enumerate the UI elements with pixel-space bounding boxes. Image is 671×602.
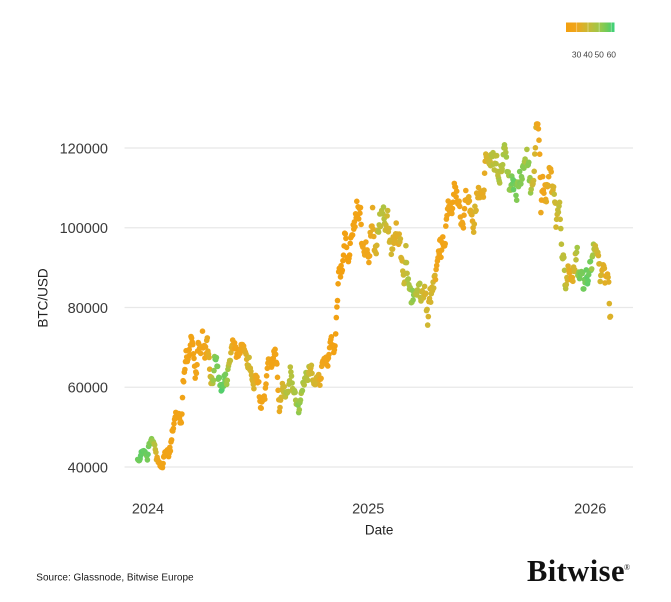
svg-text:100000: 100000 bbox=[60, 221, 108, 237]
svg-text:60: 60 bbox=[607, 49, 617, 59]
svg-text:50: 50 bbox=[594, 49, 604, 59]
svg-text:40: 40 bbox=[583, 49, 593, 59]
svg-text:120000: 120000 bbox=[60, 142, 108, 158]
svg-text:2025: 2025 bbox=[352, 501, 384, 517]
svg-text:60000: 60000 bbox=[68, 381, 108, 397]
svg-text:Bitwise: Bitwise bbox=[527, 554, 625, 588]
svg-text:2026: 2026 bbox=[574, 501, 606, 517]
svg-text:30: 30 bbox=[572, 49, 582, 59]
svg-text:Source: Glassnode, Bitwise Eur: Source: Glassnode, Bitwise Europe bbox=[36, 573, 194, 584]
svg-text:BTC/USD: BTC/USD bbox=[35, 268, 50, 328]
svg-text:40000: 40000 bbox=[68, 461, 108, 477]
svg-text:80000: 80000 bbox=[68, 301, 108, 317]
svg-text:®: ® bbox=[624, 563, 630, 572]
svg-text:Date: Date bbox=[365, 523, 394, 538]
svg-text:2024: 2024 bbox=[132, 501, 164, 517]
